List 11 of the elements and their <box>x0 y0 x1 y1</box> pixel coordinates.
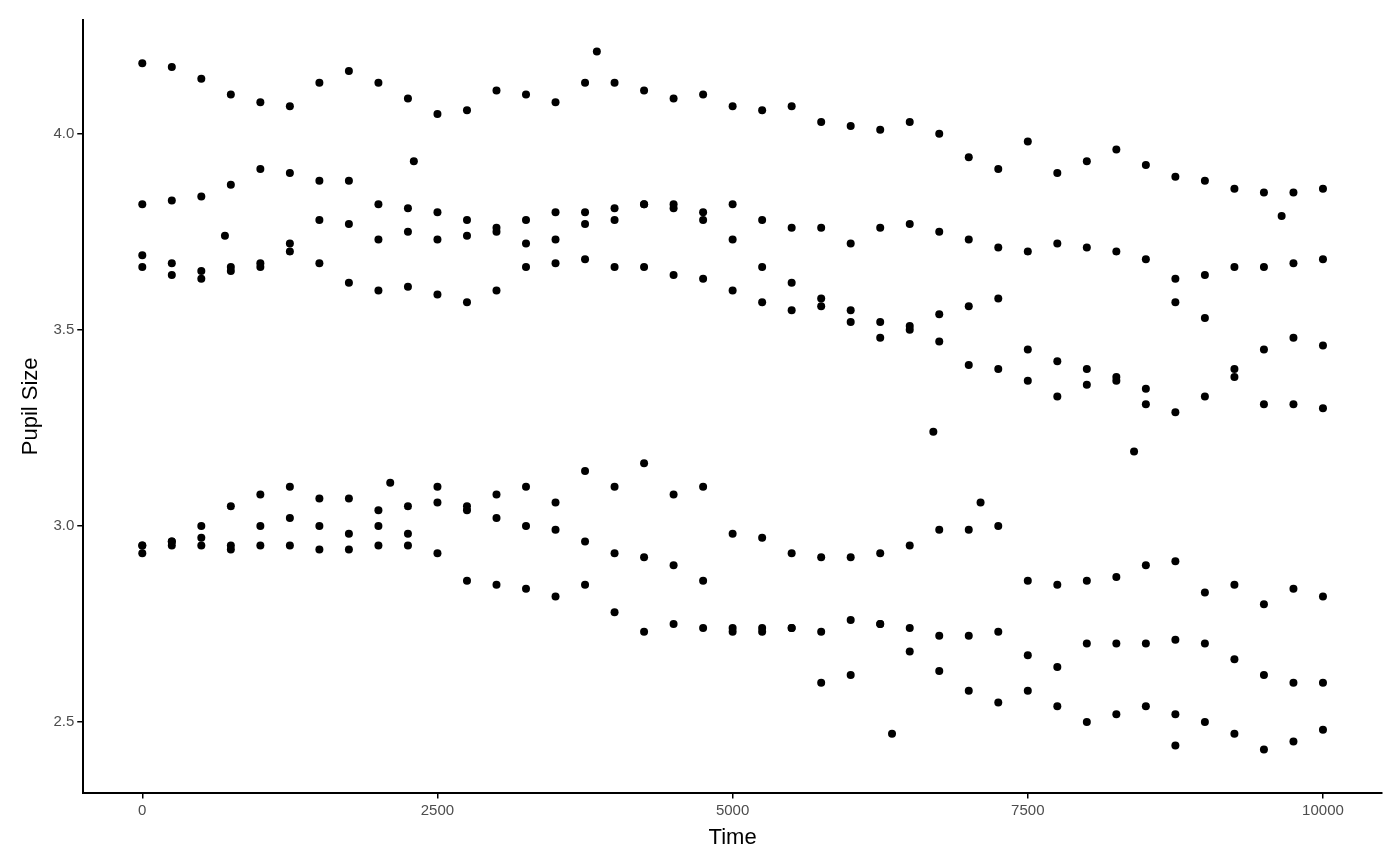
x-tick-label: 7500 <box>1011 800 1045 818</box>
y-tick-label: 2.5 <box>53 712 75 730</box>
x-tick-label: 2500 <box>420 800 455 818</box>
y-tick-label: 4.0 <box>53 123 75 141</box>
x-axis-title: Time <box>708 823 757 849</box>
y-tick-label: 3.0 <box>53 516 75 534</box>
x-tick-label: 0 <box>138 800 147 818</box>
y-tick-label: 3.5 <box>53 319 75 337</box>
x-tick-label: 5000 <box>715 800 750 818</box>
y-axis-title: Pupil Size <box>17 357 43 456</box>
x-tick-label: 10000 <box>1302 800 1344 818</box>
